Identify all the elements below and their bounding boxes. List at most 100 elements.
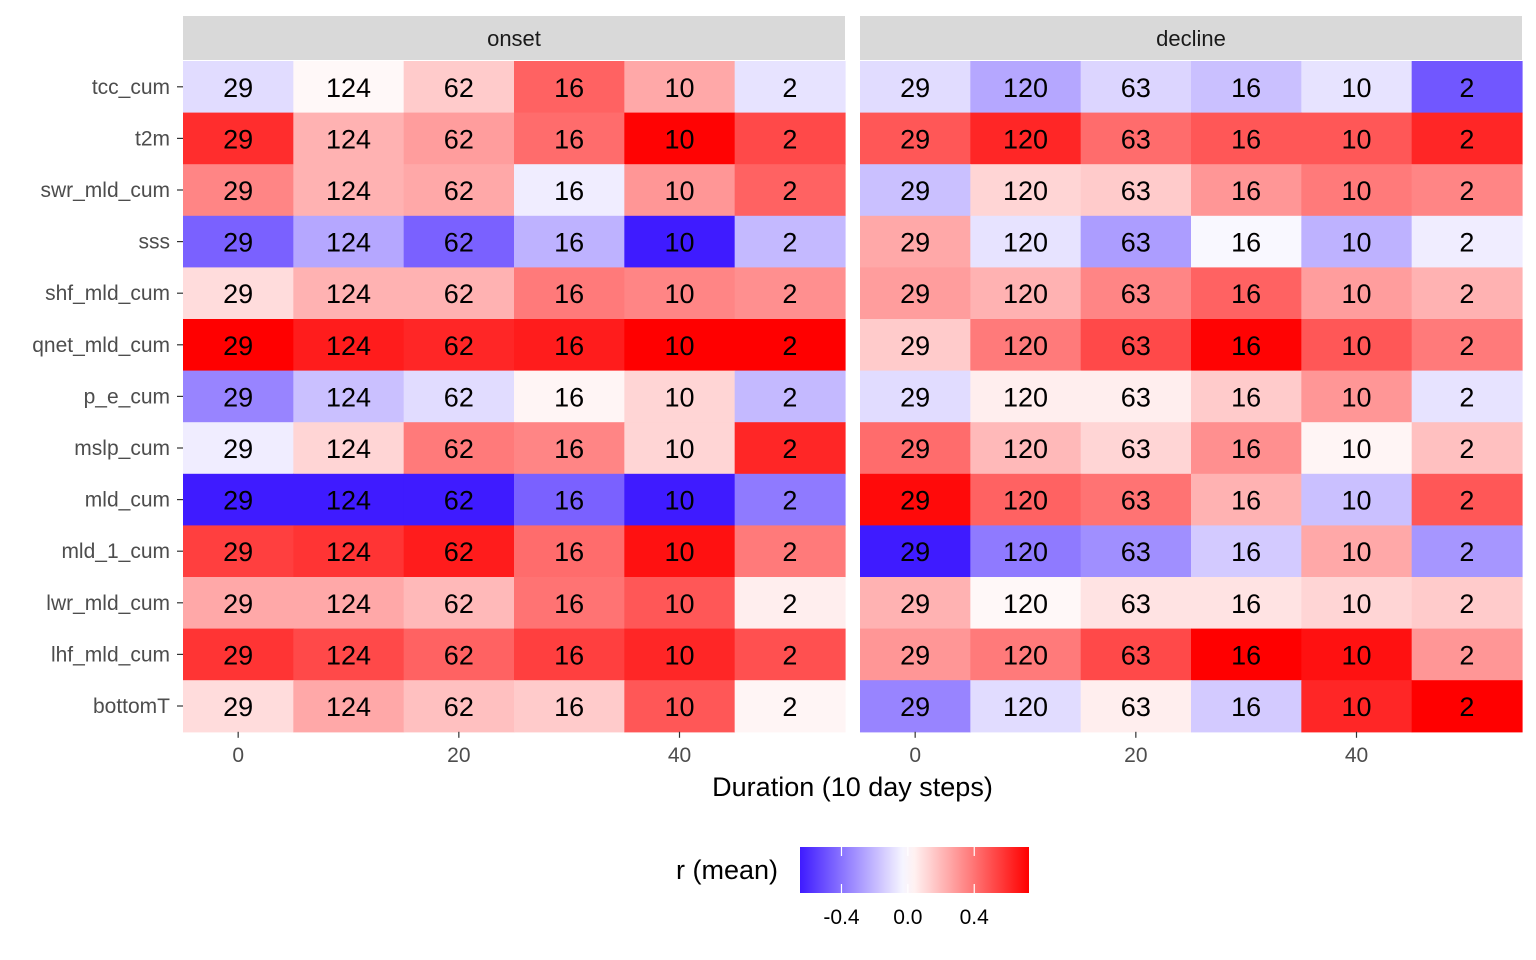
heatmap-cell: [860, 473, 971, 526]
cell-count-label: 120: [1003, 692, 1048, 722]
cell-count-label: 10: [664, 73, 694, 103]
cell-count-label: 16: [1231, 486, 1261, 516]
heatmap-cell: [624, 525, 736, 578]
heatmap-cell: [734, 112, 846, 165]
heatmap-cell: [1080, 319, 1192, 372]
cell-count-label: 10: [664, 124, 694, 154]
facet-panel-onset: onset 29 124 62 16 10 2 29 124 62 16 10 2 29 124 62 16 10…: [183, 16, 846, 767]
y-tick-label: mld_cum: [85, 489, 170, 512]
heatmap-cell: [183, 164, 294, 217]
x-tick-label: 20: [447, 744, 470, 767]
heatmap-cell: [1301, 628, 1413, 681]
cell-count-label: 124: [326, 692, 371, 722]
cell-count-label: 124: [326, 228, 371, 258]
cell-count-label: 29: [900, 486, 930, 516]
cell-count-label: 120: [1003, 176, 1048, 206]
heatmap-cell: [860, 215, 971, 268]
cell-count-label: 63: [1121, 73, 1151, 103]
y-tick-label: lwr_mld_cum: [46, 592, 170, 615]
cell-count-label: 62: [444, 228, 474, 258]
heatmap-cell: [1080, 525, 1192, 578]
cell-count-label: 29: [223, 589, 253, 619]
cell-count-label: 124: [326, 331, 371, 361]
cell-count-label: 120: [1003, 486, 1048, 516]
heatmap-cell: [624, 628, 736, 681]
heatmap-cell: [734, 628, 846, 681]
cell-count-label: 2: [1459, 537, 1474, 567]
heatmap-cell: [514, 112, 625, 165]
heatmap-cell: [183, 267, 294, 320]
heatmap-cell: [734, 422, 846, 475]
x-tick-label: 20: [1124, 744, 1147, 767]
facet-strip: [183, 16, 845, 60]
facet-panel-decline: decline 29 120 63 16 10 2 29 120 63 16 10 2 29 120 63 16…: [860, 16, 1523, 767]
color-legend: r (mean) -0.4 0.0 0.4: [676, 847, 1029, 929]
heatmap-cell: [970, 112, 1082, 165]
heatmap-cell: [860, 61, 971, 114]
heatmap-cell: [860, 680, 971, 733]
cell-count-label: 2: [782, 176, 797, 206]
heatmap-cell: [183, 319, 294, 372]
heatmap-cell: [1191, 112, 1302, 165]
heatmap-cell: [514, 473, 625, 526]
heatmap-cell: [1411, 525, 1523, 578]
cell-count-label: 29: [223, 692, 253, 722]
heatmap-cell: [514, 319, 625, 372]
heatmap-cell: [1411, 215, 1523, 268]
cell-count-label: 62: [444, 537, 474, 567]
heatmap-cell: [1191, 422, 1302, 475]
cell-count-label: 16: [554, 434, 584, 464]
heatmap-cell: [860, 422, 971, 475]
heatmap-cell: [1411, 680, 1523, 733]
heatmap-cell: [970, 577, 1082, 630]
heatmap-cell: [1411, 112, 1523, 165]
heatmap-cell: [1191, 215, 1302, 268]
heatmap-cell: [1191, 525, 1302, 578]
y-tick-label: mld_1_cum: [61, 540, 170, 563]
facet-panels: onset 29 124 62 16 10 2 29 124 62 16 10 2 29 124 62 16 10…: [183, 16, 1523, 767]
heatmap-cell: [860, 628, 971, 681]
heatmap-cell: [293, 628, 405, 681]
heatmap-cell: [734, 525, 846, 578]
heatmap-cell: [1191, 473, 1302, 526]
cell-count-label: 29: [223, 228, 253, 258]
heatmap-cell: [1080, 680, 1192, 733]
cell-count-label: 16: [1231, 279, 1261, 309]
heatmap-cell: [1411, 422, 1523, 475]
heatmap-cell: [1301, 267, 1413, 320]
cell-count-label: 124: [326, 537, 371, 567]
heatmap-cell: [293, 680, 405, 733]
cell-count-label: 2: [782, 73, 797, 103]
heatmap-cell: [514, 164, 625, 217]
heatmap-cell: [183, 112, 294, 165]
cell-count-label: 62: [444, 331, 474, 361]
heatmap-cell: [734, 61, 846, 114]
heatmap-cell: [1191, 319, 1302, 372]
heatmap-cell: [403, 473, 515, 526]
heatmap-cell: [183, 422, 294, 475]
cell-count-label: 29: [900, 589, 930, 619]
cell-count-label: 29: [223, 486, 253, 516]
heatmap-cell: [183, 370, 294, 423]
heatmap-cell: [1301, 112, 1413, 165]
cell-count-label: 10: [664, 331, 694, 361]
y-tick-label: qnet_mld_cum: [32, 334, 170, 357]
heatmap-cell: [1191, 370, 1302, 423]
cell-count-label: 2: [782, 124, 797, 154]
cell-count-label: 10: [664, 434, 694, 464]
cell-count-label: 120: [1003, 640, 1048, 670]
x-tick-label: 40: [668, 744, 691, 767]
heatmap-cell: [1301, 473, 1413, 526]
cell-count-label: 29: [223, 537, 253, 567]
x-axis-title: Duration (10 day steps): [712, 772, 993, 802]
heatmap-cell: [970, 319, 1082, 372]
cell-count-label: 10: [664, 486, 694, 516]
cell-count-label: 16: [554, 331, 584, 361]
heatmap-cell: [1080, 473, 1192, 526]
cell-count-label: 2: [782, 640, 797, 670]
heatmap-cell: [403, 61, 515, 114]
legend-title: r (mean): [676, 855, 778, 885]
cell-count-label: 29: [900, 279, 930, 309]
cell-count-label: 2: [1459, 486, 1474, 516]
